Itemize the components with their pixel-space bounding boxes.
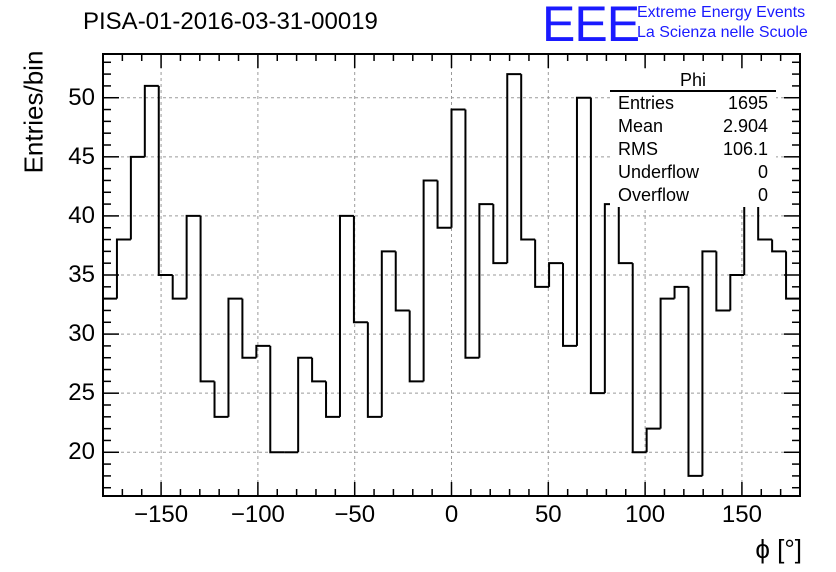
histogram-bin <box>311 357 327 383</box>
stats-value: 1695 <box>727 93 768 113</box>
histogram-bin <box>366 322 382 418</box>
stats-key: Entries <box>618 93 675 113</box>
histogram-bin <box>715 251 731 312</box>
axis-ticks <box>102 54 801 496</box>
x-axis-label: ϕ [°] <box>755 534 802 564</box>
histogram-bin <box>534 239 550 288</box>
histogram-bin <box>171 275 187 300</box>
logo-line-1: Extreme Energy Events <box>637 4 806 21</box>
histogram-bin <box>213 381 229 418</box>
histogram-bin <box>589 97 605 395</box>
y-tick-label: 30 <box>68 320 95 348</box>
x-tick-label: −150 <box>134 501 189 528</box>
stats-value: 0 <box>757 162 768 182</box>
histogram-bin <box>562 263 577 347</box>
histogram-bin <box>297 356 313 453</box>
x-tick-label: 150 <box>721 501 762 528</box>
stats-key: Mean <box>618 116 664 136</box>
histogram-bin <box>506 73 522 264</box>
histogram-bin <box>422 179 438 382</box>
histogram-bin <box>701 250 717 476</box>
x-tick-label: 0 <box>444 501 459 528</box>
stats-row-mean: Mean 2.904 <box>610 115 776 138</box>
histogram-bin <box>603 203 619 394</box>
histogram-bin <box>450 108 466 228</box>
stats-value: 0 <box>757 185 768 205</box>
y-tick-label: 45 <box>68 142 95 170</box>
histogram-bin <box>492 204 508 265</box>
histogram-bin <box>129 155 145 240</box>
histogram-bin <box>464 109 480 359</box>
histogram-bin <box>325 381 340 418</box>
histogram-bin <box>269 345 285 454</box>
histogram-bin <box>380 250 396 417</box>
histogram-bin <box>408 310 424 383</box>
histogram-bin <box>115 238 131 299</box>
x-tick-label: −100 <box>230 501 285 528</box>
histogram-bin <box>338 214 354 417</box>
histogram-bin <box>771 239 787 253</box>
histogram-bin <box>617 204 633 265</box>
histogram-bin <box>478 203 494 358</box>
y-tick-label: 35 <box>68 261 95 288</box>
histogram-outline <box>102 73 800 496</box>
histogram-bin <box>227 297 243 417</box>
histogram-bin <box>631 263 647 454</box>
histogram-bin <box>394 251 410 312</box>
eee-logo-mark: EEE <box>542 0 640 52</box>
histogram-bin <box>143 84 159 157</box>
stats-key: Underflow <box>618 162 700 182</box>
stats-box: Phi Entries 1695 Mean 2.904 RMS 106.1 Un… <box>610 70 776 207</box>
histogram-bin <box>520 74 536 241</box>
x-tick-label: −50 <box>334 501 376 528</box>
stats-value: 106.1 <box>722 139 768 159</box>
stats-row-overflow: Overflow 0 <box>610 184 776 207</box>
histogram-bin <box>199 215 215 383</box>
x-tick-label: 100 <box>625 501 666 528</box>
y-tick-label: 40 <box>68 201 95 229</box>
y-tick-label: 50 <box>68 83 95 111</box>
histogram-bin <box>673 285 689 299</box>
histogram-bin <box>659 297 675 429</box>
eee-logo-text: Extreme Energy Events La Scienza nelle S… <box>637 3 808 43</box>
y-tick-label: 25 <box>68 379 95 407</box>
y-tick-label: 20 <box>68 438 95 466</box>
stats-row-rms: RMS 106.1 <box>610 138 776 161</box>
histogram-bin <box>436 180 452 229</box>
histogram-bin <box>687 286 703 477</box>
histogram-bin <box>548 262 564 287</box>
histogram-bin <box>645 427 661 453</box>
histogram-bin <box>241 298 257 359</box>
histogram-bin <box>185 214 201 299</box>
stats-value: 2.904 <box>722 116 768 136</box>
histogram-bin <box>255 344 271 358</box>
stats-row-underflow: Underflow 0 <box>610 161 776 184</box>
x-tick-label: 50 <box>534 501 562 528</box>
stats-row-entries: Entries 1695 <box>610 92 776 115</box>
chart-title: PISA-01-2016-03-31-00019 <box>83 8 378 35</box>
histogram-bin <box>102 297 117 496</box>
stats-key: Overflow <box>618 185 690 205</box>
stats-key: RMS <box>618 139 658 159</box>
histogram-bin <box>729 274 745 311</box>
plot-frame <box>102 53 801 497</box>
histogram-bin <box>352 215 368 324</box>
histogram-bin <box>157 85 173 276</box>
histogram-bin <box>575 96 591 346</box>
stats-title: Phi <box>610 70 776 92</box>
logo-line-2: La Scienza nelle Scuole <box>637 24 808 41</box>
